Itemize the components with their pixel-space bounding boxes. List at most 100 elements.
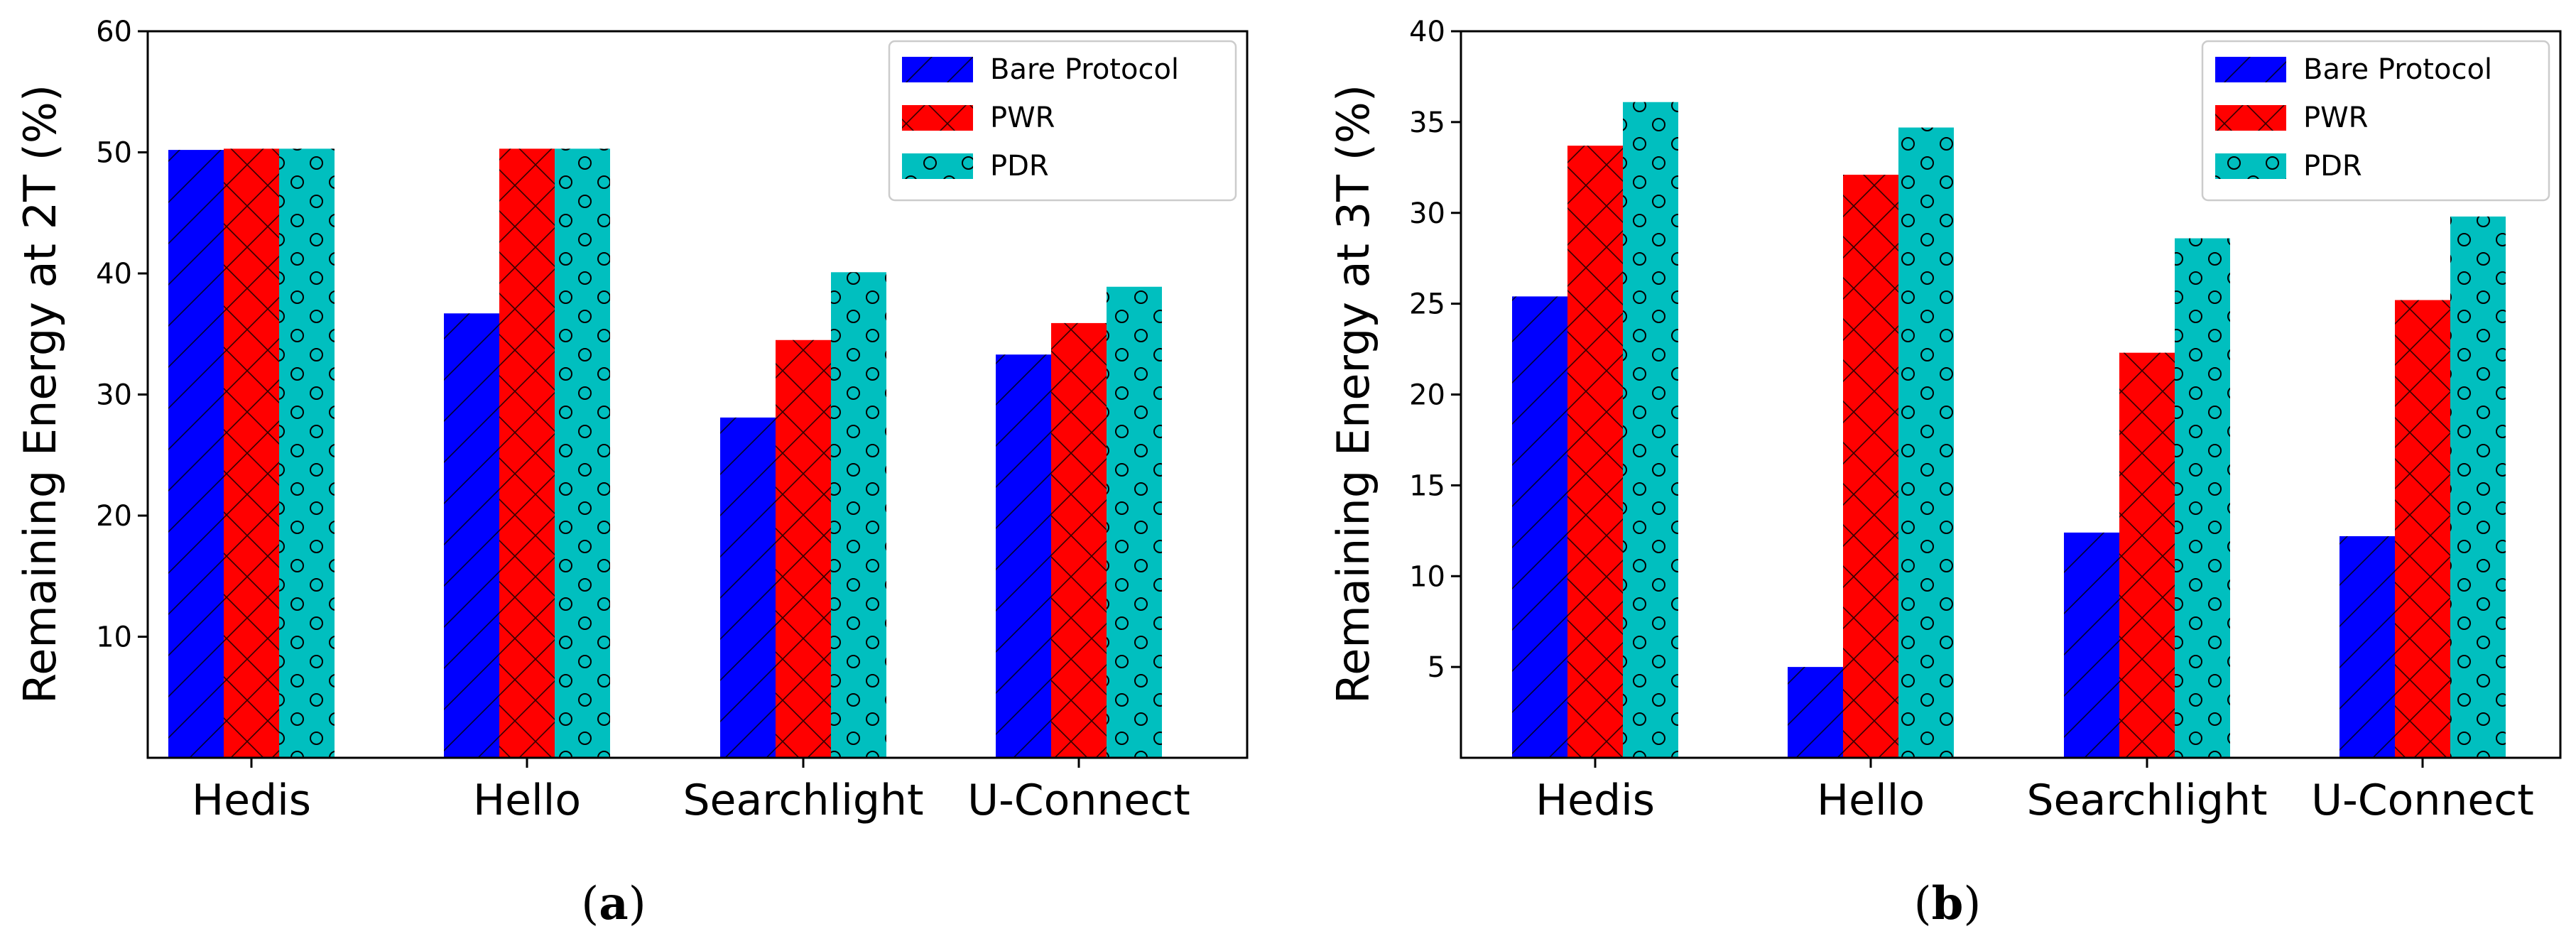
bar-bare-searchlight	[720, 417, 776, 758]
y-tick-label: 35	[1409, 107, 1445, 139]
bar-hatch	[2450, 216, 2506, 758]
bar-hatch	[1788, 667, 1843, 758]
y-ticks: 10 20 30 40 50 60	[96, 16, 148, 654]
bar-bare-hello	[444, 313, 499, 758]
legend-swatch-hatch	[902, 153, 973, 179]
bar-pdr-hedis	[1623, 102, 1678, 758]
bar-hatch	[2064, 532, 2119, 758]
bar-hatch	[1107, 286, 1162, 758]
category-label: U-Connect	[2311, 776, 2534, 825]
legend: Bare Protocol PWR PDR	[888, 40, 1237, 202]
y-tick-label: 5	[1428, 651, 1445, 684]
legend: Bare Protocol PWR PDR	[2201, 40, 2550, 202]
bar-pdr-hello	[1898, 127, 1954, 759]
legend-label: Bare Protocol	[2303, 53, 2492, 86]
panel-caption: (a)	[581, 877, 646, 930]
bar-bare-u-connect	[996, 354, 1051, 758]
bar-hatch	[444, 313, 499, 758]
category-label: Hello	[1817, 776, 1925, 825]
caption-open: (	[581, 878, 599, 930]
bar-pwr-hello	[1843, 175, 1898, 759]
category-label: Hedis	[1536, 776, 1655, 825]
bar-pdr-searchlight	[831, 272, 886, 758]
y-tick-label: 10	[1409, 560, 1445, 593]
y-tick-label: 20	[1409, 379, 1445, 412]
legend-label: PDR	[990, 150, 1049, 183]
bar-pwr-u-connect	[2395, 300, 2450, 758]
legend-label: Bare Protocol	[990, 53, 1179, 86]
bar-hatch	[720, 417, 776, 758]
y-ticks: 5 10 15 20 25 30 35 40	[1409, 16, 1461, 684]
bars	[1512, 102, 2506, 759]
bar-hatch	[279, 148, 335, 758]
legend-box	[2201, 40, 2550, 202]
bars	[168, 148, 1162, 759]
legend-swatch-hatch	[2215, 105, 2286, 131]
chart-panel-b: Remaining Energy at 3T (%) 5 10 15 20 25 30 35…	[1327, 16, 2562, 930]
bar-pwr-searchlight	[2119, 352, 2175, 758]
bar-hatch	[2395, 300, 2450, 758]
category-label: Hedis	[192, 776, 311, 825]
bar-pwr-u-connect	[1051, 322, 1107, 758]
bar-bare-hedis	[168, 150, 224, 759]
category-labels: Hedis Hello Searchlight U-Connect	[1536, 758, 2534, 825]
y-tick-label: 60	[96, 16, 132, 48]
legend-swatch-hatch	[902, 105, 973, 131]
category-label: Hello	[473, 776, 581, 825]
y-tick-label: 50	[96, 137, 132, 170]
bar-hatch	[1843, 175, 1898, 759]
bar-pdr-searchlight	[2175, 238, 2230, 758]
legend-item-pdr: PDR	[2215, 150, 2362, 183]
bar-pdr-u-connect	[1107, 286, 1162, 758]
bar-hatch	[1567, 146, 1623, 758]
panel-caption: (b)	[1914, 877, 1982, 930]
bar-hatch	[996, 354, 1051, 758]
bar-hatch	[831, 272, 886, 758]
bar-hatch	[2175, 238, 2230, 758]
legend-item-bare: Bare Protocol	[2215, 53, 2492, 86]
y-tick-label: 10	[96, 621, 132, 654]
legend-item-pwr: PWR	[902, 102, 1055, 134]
y-tick-label: 30	[1409, 197, 1445, 230]
bar-hatch	[499, 148, 555, 758]
y-tick-label: 40	[96, 258, 132, 290]
bar-hatch	[1051, 322, 1107, 758]
caption-letter: b	[1932, 877, 1964, 930]
bar-hatch	[1623, 102, 1678, 758]
y-tick-label: 20	[96, 500, 132, 533]
legend-label: PWR	[990, 102, 1055, 134]
bar-pdr-hedis	[279, 148, 335, 758]
y-axis-label: Remaining Energy at 2T (%)	[14, 85, 66, 704]
caption-close: )	[629, 878, 646, 930]
y-tick-label: 15	[1409, 469, 1445, 502]
legend-swatch-hatch	[2215, 57, 2286, 82]
caption-open: (	[1914, 878, 1932, 930]
legend-item-bare: Bare Protocol	[902, 53, 1179, 86]
bar-bare-searchlight	[2064, 532, 2119, 758]
bar-hatch	[224, 148, 279, 758]
legend-label: PWR	[2303, 102, 2368, 134]
legend-item-pwr: PWR	[2215, 102, 2368, 134]
bar-pdr-u-connect	[2450, 216, 2506, 758]
plot-frame	[1460, 30, 2562, 759]
bar-pwr-hedis	[224, 148, 279, 758]
bar-pwr-searchlight	[776, 339, 831, 758]
bar-pdr-hello	[555, 148, 610, 758]
category-label: U-Connect	[967, 776, 1190, 825]
bar-pwr-hello	[499, 148, 555, 758]
chart-panel-a: Remaining Energy at 2T (%) 102030405060 …	[14, 16, 1249, 930]
y-tick-label: 25	[1409, 288, 1445, 321]
bar-bare-hello	[1788, 667, 1843, 758]
caption-close: )	[1963, 878, 1981, 930]
y-axis-label: Remaining Energy at 3T (%)	[1327, 85, 1379, 704]
caption-letter: a	[599, 877, 628, 930]
bar-pwr-hedis	[1567, 146, 1623, 758]
category-labels: Hedis Hello Searchlight U-Connect	[192, 758, 1190, 825]
plot-frame	[146, 30, 1249, 759]
bar-hatch	[168, 150, 224, 759]
bar-hatch	[776, 339, 831, 758]
legend-swatch-hatch	[2215, 153, 2286, 179]
category-label: Searchlight	[683, 776, 923, 825]
bar-bare-u-connect	[2339, 535, 2395, 758]
